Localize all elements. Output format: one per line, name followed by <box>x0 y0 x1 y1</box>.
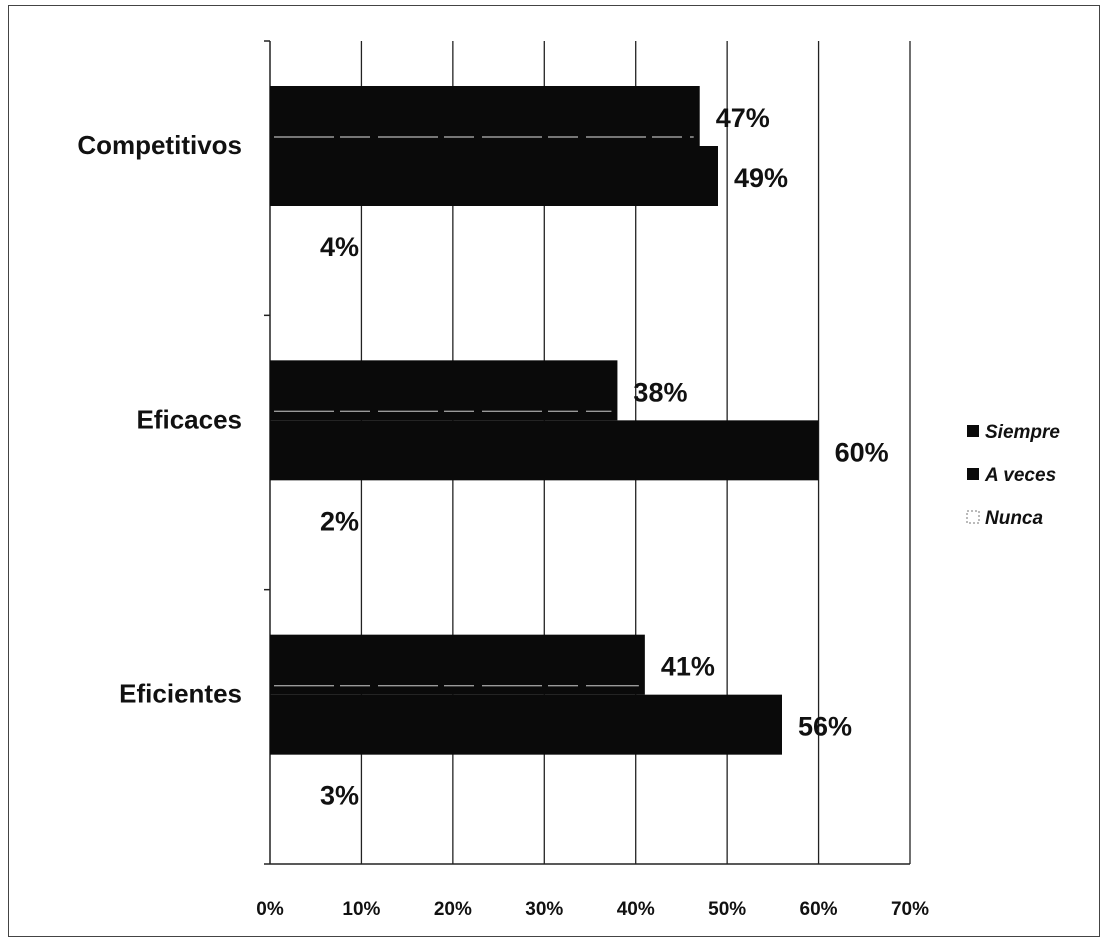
legend: Siempre A veces Nunca <box>966 422 1060 529</box>
legend-label-nunca: Nunca <box>985 508 1044 529</box>
x-tick-label: 30% <box>525 899 563 920</box>
data-label: 60% <box>835 437 889 467</box>
x-tick-label: 50% <box>708 899 746 920</box>
bar-nunca <box>270 755 297 815</box>
data-label: 4% <box>320 232 359 262</box>
bar-a-veces <box>270 420 819 481</box>
x-tick-label: 20% <box>434 899 472 920</box>
bar-a-veces <box>270 146 718 206</box>
category-label: Competitivos <box>77 130 242 160</box>
x-tick-label: 0% <box>256 899 284 920</box>
category-labels: Competitivos Eficaces Eficientes <box>77 130 242 709</box>
x-tick-label: 10% <box>342 899 380 920</box>
x-tick-label: 70% <box>891 899 929 920</box>
data-label: 41% <box>661 652 715 682</box>
data-label: 49% <box>734 163 788 193</box>
data-label: 3% <box>320 781 359 811</box>
x-tick-labels: 0% 10% 20% 30% 40% 50% 60% 70% <box>256 899 929 920</box>
legend-swatch-siempre <box>967 425 979 437</box>
legend-swatch-nunca <box>966 510 980 524</box>
legend-label-a-veces: A veces <box>984 465 1056 486</box>
bar-chart: 47% 49% 4% 38% 60% 2% 41% 56% 3% Competitivos Efi… <box>77 40 1060 920</box>
bar-siempre <box>270 86 700 146</box>
data-label: 2% <box>320 506 359 536</box>
x-tick-label: 60% <box>800 899 838 920</box>
chart-frame: 47% 49% 4% 38% 60% 2% 41% 56% 3% Competitivos Efi… <box>8 5 1100 937</box>
bar-siempre <box>270 360 618 421</box>
category-label: Eficientes <box>119 679 242 709</box>
legend-swatch-a-veces <box>967 468 979 480</box>
data-labels: 47% 49% 4% 38% 60% 2% 41% 56% 3% <box>320 103 889 811</box>
bar-nunca <box>270 480 288 540</box>
legend-label-siempre: Siempre <box>985 422 1060 443</box>
category-label: Eficaces <box>136 404 242 434</box>
data-label: 56% <box>798 712 852 742</box>
data-label: 38% <box>633 377 687 407</box>
bar-siempre <box>270 634 645 695</box>
x-tick-label: 40% <box>617 899 655 920</box>
bars <box>270 86 819 815</box>
bar-a-veces <box>270 694 782 755</box>
bar-nunca <box>270 206 307 266</box>
data-label: 47% <box>716 103 770 133</box>
